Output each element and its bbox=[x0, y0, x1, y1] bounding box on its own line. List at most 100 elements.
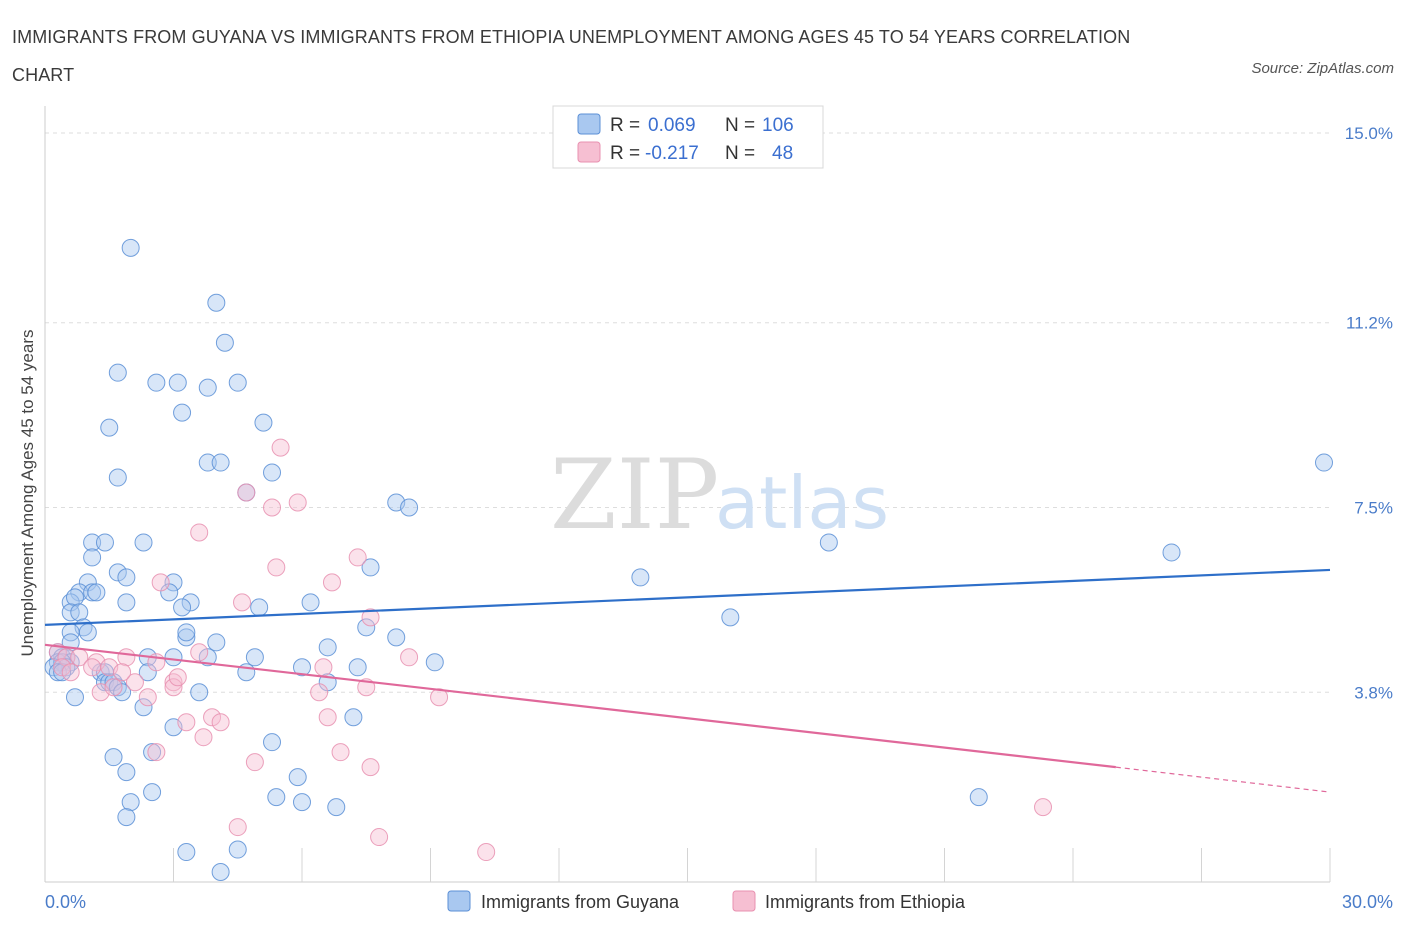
data-point-guyana bbox=[100, 418, 119, 437]
data-point-guyana bbox=[134, 533, 153, 552]
bottom-legend-swatch-ethiopia bbox=[732, 890, 756, 912]
data-point-guyana bbox=[113, 683, 132, 702]
series-ethiopia-points bbox=[48, 438, 1053, 862]
data-point-ethiopia bbox=[361, 608, 380, 627]
data-point-ethiopia bbox=[177, 713, 196, 732]
data-point-guyana bbox=[83, 533, 102, 552]
data-point-guyana bbox=[177, 628, 196, 647]
data-point-guyana bbox=[348, 658, 367, 677]
data-point-ethiopia bbox=[61, 663, 80, 682]
data-point-ethiopia bbox=[1034, 798, 1053, 817]
data-point-guyana bbox=[344, 708, 363, 727]
data-point-ethiopia bbox=[322, 573, 341, 592]
x-tick-labels: 0.0% 30.0% bbox=[45, 892, 1393, 912]
data-point-ethiopia bbox=[267, 558, 286, 577]
legend-r-label-ethiopia: R = bbox=[610, 143, 640, 164]
data-point-guyana bbox=[181, 593, 200, 612]
bottom-legend-label-ethiopia: Immigrants from Ethiopia bbox=[765, 892, 966, 912]
data-point-guyana bbox=[211, 453, 230, 472]
data-point-ethiopia bbox=[318, 708, 337, 727]
data-point-guyana bbox=[1162, 543, 1181, 562]
data-point-guyana bbox=[108, 563, 127, 582]
data-point-ethiopia bbox=[477, 843, 496, 862]
data-point-ethiopia bbox=[48, 643, 67, 662]
data-point-guyana bbox=[83, 583, 102, 602]
data-point-guyana bbox=[819, 533, 838, 552]
data-point-guyana bbox=[121, 793, 140, 812]
data-point-ethiopia bbox=[271, 438, 290, 457]
data-point-guyana bbox=[173, 403, 192, 422]
bottom-legend-swatch-guyana bbox=[447, 890, 471, 912]
data-point-guyana bbox=[215, 333, 234, 352]
data-point-guyana bbox=[164, 573, 183, 592]
watermark: ZIP atlas bbox=[550, 439, 889, 551]
data-point-ethiopia bbox=[151, 573, 170, 592]
trend-line-ethiopia-extension bbox=[1115, 766, 1331, 793]
data-point-ethiopia bbox=[83, 658, 102, 677]
data-point-ethiopia bbox=[400, 648, 419, 667]
data-point-guyana bbox=[245, 648, 264, 667]
legend-n-label-ethiopia: N = bbox=[725, 143, 755, 164]
data-point-guyana bbox=[198, 648, 217, 667]
data-point-guyana bbox=[121, 238, 140, 257]
data-point-guyana bbox=[400, 498, 419, 517]
data-point-guyana bbox=[254, 413, 273, 432]
legend-r-label-guyana: R = bbox=[610, 115, 640, 136]
data-point-ethiopia bbox=[203, 708, 222, 727]
data-point-ethiopia bbox=[53, 658, 72, 677]
y-tick-label: 11.2% bbox=[1346, 314, 1393, 333]
data-point-ethiopia bbox=[194, 728, 213, 747]
trend-line-ethiopia bbox=[44, 643, 1116, 769]
legend-r-value-ethiopia: -0.217 bbox=[645, 143, 699, 164]
data-point-guyana bbox=[228, 373, 247, 392]
data-point-ethiopia bbox=[361, 758, 380, 777]
legend-n-label-guyana: N = bbox=[725, 115, 755, 136]
data-point-guyana bbox=[250, 598, 269, 617]
legend-r-value-guyana: 0.069 bbox=[648, 115, 696, 136]
watermark-zip: ZIP bbox=[550, 439, 719, 551]
data-point-ethiopia bbox=[104, 678, 123, 697]
axes bbox=[44, 106, 1331, 883]
data-point-ethiopia bbox=[310, 683, 329, 702]
data-point-guyana bbox=[117, 568, 136, 587]
data-point-guyana bbox=[198, 453, 217, 472]
data-point-guyana bbox=[108, 468, 127, 487]
data-point-ethiopia bbox=[288, 493, 307, 512]
data-point-guyana bbox=[361, 558, 380, 577]
data-point-ethiopia bbox=[228, 818, 247, 837]
data-point-guyana bbox=[173, 598, 192, 617]
data-point-guyana bbox=[65, 688, 84, 707]
data-point-ethiopia bbox=[245, 753, 264, 772]
data-point-guyana bbox=[177, 843, 196, 862]
data-point-guyana bbox=[631, 568, 650, 587]
data-point-guyana bbox=[425, 653, 444, 672]
data-point-ethiopia bbox=[190, 523, 209, 542]
data-point-guyana bbox=[168, 373, 187, 392]
x-tick-label: 30.0% bbox=[1342, 892, 1393, 912]
correlation-legend: R = 0.069 N = 106 R = -0.217 N = 48 bbox=[552, 105, 824, 169]
data-point-ethiopia bbox=[125, 673, 144, 692]
data-point-guyana bbox=[357, 618, 376, 637]
data-point-ethiopia bbox=[190, 643, 209, 662]
y-tick-label: 7.5% bbox=[1354, 499, 1393, 518]
data-point-ethiopia bbox=[164, 678, 183, 697]
chart-source: Source: ZipAtlas.com bbox=[1251, 60, 1394, 77]
watermark-atlas: atlas bbox=[715, 461, 889, 545]
data-point-guyana bbox=[117, 808, 136, 827]
data-point-guyana bbox=[190, 683, 209, 702]
data-point-guyana bbox=[207, 293, 226, 312]
data-point-guyana bbox=[301, 593, 320, 612]
data-point-guyana bbox=[293, 793, 311, 812]
data-point-guyana bbox=[95, 533, 114, 552]
y-axis-label: Unemployment Among Ages 45 to 54 years bbox=[18, 330, 37, 657]
data-point-ethiopia bbox=[147, 743, 166, 762]
data-point-ethiopia bbox=[237, 483, 256, 502]
data-point-guyana bbox=[65, 588, 84, 607]
data-point-ethiopia bbox=[263, 498, 282, 517]
data-point-guyana bbox=[318, 638, 337, 657]
trend-lines bbox=[44, 568, 1331, 793]
data-point-ethiopia bbox=[117, 648, 136, 667]
data-point-ethiopia bbox=[138, 688, 157, 707]
data-point-guyana bbox=[288, 768, 307, 787]
data-point-guyana bbox=[263, 733, 282, 752]
